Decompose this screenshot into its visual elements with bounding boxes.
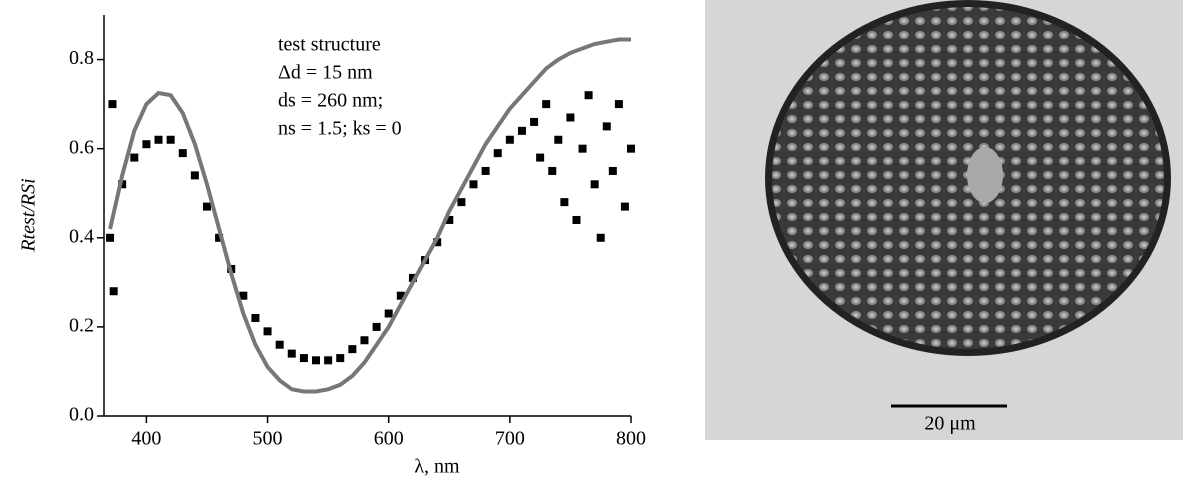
data-point bbox=[566, 113, 575, 122]
data-point bbox=[336, 354, 345, 363]
data-point bbox=[542, 100, 551, 109]
data-point bbox=[590, 180, 599, 189]
annotation: Δd = 15 nm bbox=[278, 62, 373, 84]
data-point bbox=[505, 135, 514, 144]
data-point bbox=[275, 340, 284, 349]
data-point bbox=[190, 171, 199, 180]
x-tick-label: 700 bbox=[495, 428, 525, 450]
data-point bbox=[348, 345, 357, 354]
y-tick-label: 0.4 bbox=[69, 225, 94, 247]
data-point bbox=[445, 215, 454, 224]
data-point bbox=[263, 327, 272, 336]
data-point bbox=[324, 356, 333, 365]
x-tick-label: 400 bbox=[131, 428, 161, 450]
center-spot bbox=[967, 147, 1003, 203]
data-point bbox=[627, 144, 635, 153]
data-point bbox=[602, 122, 611, 131]
data-point bbox=[469, 180, 478, 189]
data-point bbox=[572, 215, 581, 224]
chart: λ, nm Rtest/RSi bbox=[18, 15, 631, 478]
data-point bbox=[109, 287, 118, 296]
data-point bbox=[536, 153, 545, 162]
data-point bbox=[560, 198, 569, 207]
data-point bbox=[166, 135, 175, 144]
x-tick-label: 600 bbox=[374, 428, 404, 450]
data-point bbox=[433, 238, 442, 247]
data-point bbox=[620, 202, 629, 211]
data-point bbox=[130, 153, 139, 162]
data-point bbox=[202, 202, 211, 211]
data-point bbox=[215, 233, 224, 242]
x-tick-label: 800 bbox=[616, 428, 646, 450]
data-point bbox=[299, 354, 308, 363]
annotation: ds = 260 nm; bbox=[278, 90, 383, 112]
data-point bbox=[481, 166, 490, 175]
y-tick-label: 0.2 bbox=[69, 314, 94, 336]
y-tick-label: 0.6 bbox=[69, 136, 94, 158]
annotation: ns = 1.5; ks = 0 bbox=[278, 118, 402, 140]
data-point bbox=[312, 356, 321, 365]
data-point bbox=[517, 126, 526, 135]
data-point bbox=[554, 135, 563, 144]
data-point bbox=[493, 149, 502, 158]
x-axis-label: λ, nm bbox=[414, 456, 460, 478]
data-point bbox=[106, 233, 115, 242]
data-point bbox=[584, 91, 593, 100]
data-point bbox=[548, 166, 557, 175]
data-point bbox=[384, 309, 393, 318]
data-point bbox=[596, 233, 605, 242]
micrograph: 20 μm bbox=[705, 0, 1183, 440]
y-tick-label: 0.8 bbox=[69, 47, 94, 69]
data-point bbox=[108, 100, 117, 109]
data-point bbox=[372, 322, 381, 331]
x-tick-label: 500 bbox=[253, 428, 283, 450]
data-point bbox=[239, 291, 248, 300]
data-point bbox=[457, 198, 466, 207]
data-point bbox=[142, 140, 151, 149]
data-point bbox=[154, 135, 163, 144]
model-curve bbox=[108, 37, 631, 394]
scale-bar-label: 20 μm bbox=[924, 413, 976, 435]
data-point bbox=[578, 144, 587, 153]
y-axis-label: Rtest/RSi bbox=[18, 178, 40, 252]
data-point bbox=[251, 313, 260, 322]
y-tick-label: 0.0 bbox=[69, 404, 94, 426]
data-point bbox=[408, 273, 417, 282]
data-point bbox=[360, 336, 369, 345]
data-point bbox=[178, 149, 187, 158]
data-point bbox=[530, 117, 539, 126]
data-point bbox=[614, 100, 623, 109]
annotation: test structure bbox=[278, 34, 381, 56]
data-point bbox=[396, 291, 405, 300]
data-point bbox=[608, 166, 617, 175]
data-point bbox=[287, 349, 296, 358]
